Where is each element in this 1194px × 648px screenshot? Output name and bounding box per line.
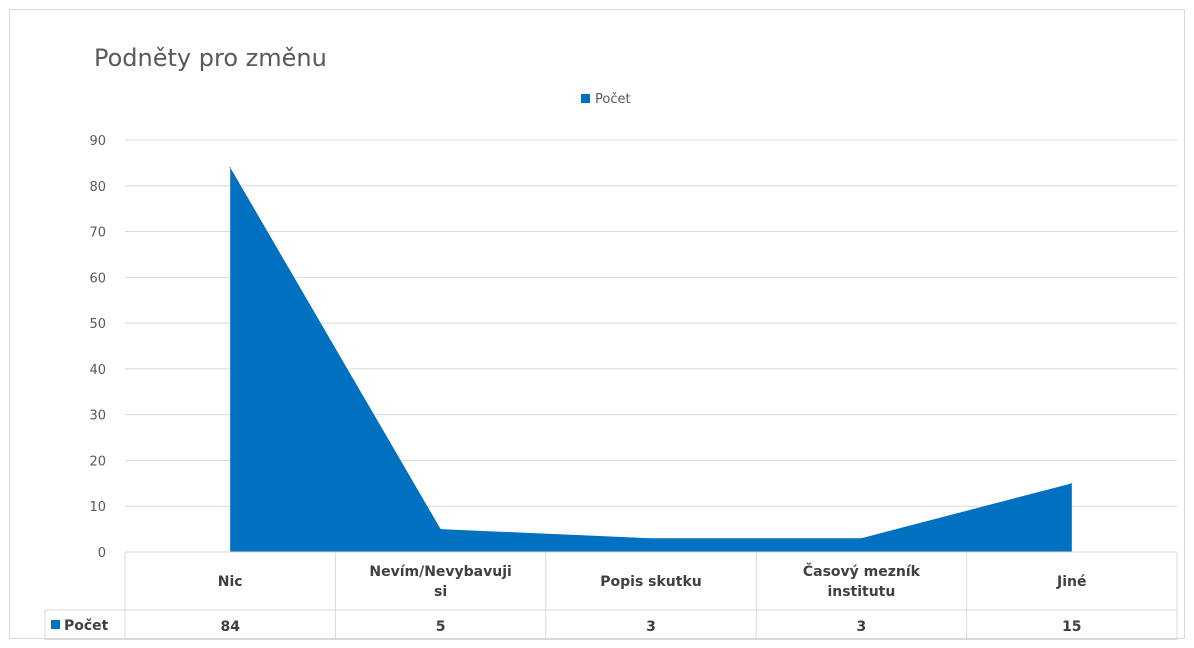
data-point — [1071, 482, 1073, 484]
y-tick-label: 50 — [89, 317, 106, 332]
category-label: Časový mezník institutu — [803, 562, 921, 600]
category-label: Popis skutku — [600, 574, 702, 590]
chart-area: Podněty pro změnu Počet 0 10 20 30 40 50 60 70 8… — [9, 9, 1185, 640]
y-tick-label: 80 — [89, 180, 106, 195]
table-value: 5 — [436, 619, 446, 635]
legend-label: Počet — [595, 92, 631, 107]
y-axis: 0 10 20 30 40 50 60 70 80 90 — [89, 134, 106, 561]
y-tick-label: 40 — [89, 363, 106, 378]
category-label: Nevím/Nevybavuji si — [369, 564, 511, 600]
table-legend-swatch — [51, 620, 60, 629]
data-point — [440, 528, 442, 530]
y-tick-label: 60 — [89, 271, 106, 286]
table-value: 3 — [646, 619, 656, 635]
y-tick-label: 20 — [89, 454, 106, 469]
y-tick-label: 30 — [89, 409, 106, 424]
area-series-Počet — [230, 167, 1072, 552]
table-value: 3 — [857, 619, 867, 635]
chart-title: Podněty pro změnu — [94, 44, 327, 72]
y-tick-label: 70 — [89, 226, 106, 241]
data-table: Nic Nevím/Nevybavuji si Popis skutku Časový … — [44, 551, 1178, 640]
area-series — [229, 166, 1073, 552]
legend: Počet — [581, 92, 631, 107]
legend-swatch — [581, 94, 590, 103]
table-value: 15 — [1062, 619, 1081, 635]
category-label: Jiné — [1056, 574, 1086, 590]
table-value: 84 — [220, 619, 240, 635]
category-label: Nic — [218, 574, 243, 590]
area-chart: Podněty pro změnu Počet 0 10 20 30 40 50 60 70 8… — [44, 44, 1178, 640]
data-point — [229, 166, 231, 168]
y-tick-label: 10 — [89, 500, 106, 515]
data-point — [650, 537, 652, 539]
y-tick-label: 90 — [89, 134, 106, 149]
y-tick-label: 0 — [98, 546, 106, 561]
data-point — [860, 537, 862, 539]
table-row-label: Počet — [64, 618, 109, 634]
